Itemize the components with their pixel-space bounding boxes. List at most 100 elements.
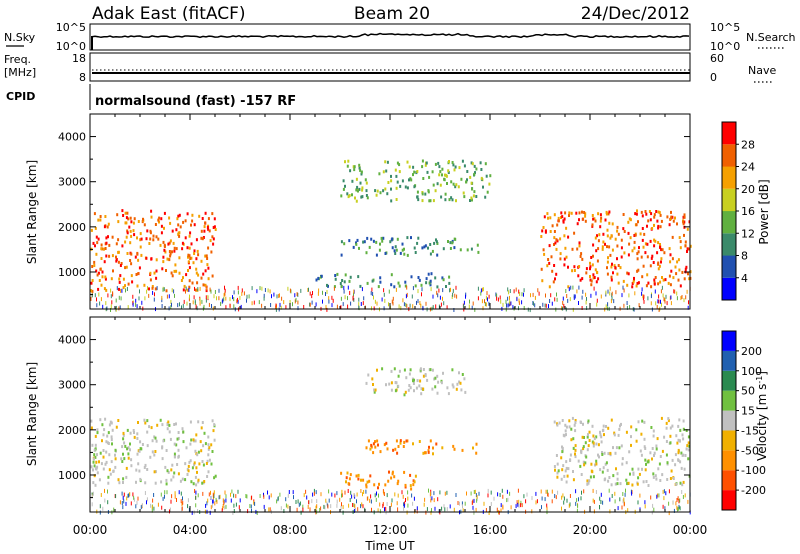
echo-cell [372,451,375,455]
speckle-cell [130,501,132,506]
echo-cell [602,428,605,432]
echo-cell [566,474,569,478]
echo-cell [382,189,385,193]
speckle-cell [656,305,658,309]
speckle-cell [551,301,553,306]
echo-cell [431,387,434,391]
speckle-cell [537,288,539,293]
speckle-cell [243,291,245,296]
speckle-cell [352,503,354,507]
echo-cell [93,264,96,267]
speckle-cell [383,292,385,297]
echo-cell [398,284,401,288]
speckle-cell [367,496,369,501]
echo-cell [342,187,345,191]
speckle-cell [309,507,311,512]
echo-cell [397,479,400,483]
echo-cell [106,434,109,438]
echo-cell [145,256,148,260]
echo-cell [181,247,184,251]
echo-cell [90,426,93,430]
speckle-cell [135,504,137,509]
echo-cell [475,451,478,455]
echo-cell [640,210,643,214]
speckle-cell [637,500,639,505]
echo-cell [200,449,203,453]
echo-cell [556,475,559,479]
speckle-cell [390,502,392,507]
echo-cell [173,423,176,426]
speckle-cell [581,490,582,495]
speckle-cell [485,302,487,307]
speckle-cell [562,296,564,301]
colorbar-swatch [722,430,736,451]
echo-cell [447,240,449,243]
echo-cell [563,257,566,261]
echo-cell [139,477,142,481]
power-y-label: Slant Range [km] [25,160,39,264]
speckle-cell [376,491,377,496]
echo-cell [188,246,191,250]
echo-cell [354,196,356,200]
echo-cell [374,189,377,193]
speckle-cell [541,505,542,510]
echo-cell [424,192,427,196]
echo-cell [166,423,169,427]
echo-cell [207,470,210,474]
speckle-cell [102,506,104,511]
y-tick-label: 4000 [58,131,86,144]
speckle-cell [535,491,537,496]
echo-cell [145,237,148,241]
echo-cell [636,282,639,285]
speckle-cell [151,508,153,513]
speckle-cell [628,293,630,298]
speckle-cell [406,285,408,290]
echo-cell [482,185,484,189]
speckle-cell [208,492,210,497]
echo-cell [553,420,556,424]
echo-cell [345,480,347,484]
echo-cell [551,224,554,228]
echo-cell [582,445,585,449]
echo-cell [184,236,187,240]
speckle-cell [654,289,656,294]
echo-cell [402,445,405,448]
echo-cell [602,240,605,244]
echo-cell [410,275,413,279]
speckle-cell [224,288,226,293]
echo-cell [590,256,593,259]
echo-cell [565,425,568,429]
speckle-cell [322,299,323,304]
speckle-cell [401,490,403,495]
echo-cell [398,163,401,167]
echo-cell [213,225,216,229]
echo-cell [580,252,583,256]
echo-cell [427,272,430,276]
speckle-cell [428,488,429,493]
speckle-cell [403,503,405,508]
echo-cell [101,275,104,279]
echo-cell [93,474,96,478]
echo-cell [587,481,590,485]
speckle-cell [210,495,212,500]
speckle-cell [663,489,665,494]
echo-cell [152,238,155,242]
echo-cell [146,229,149,233]
echo-cell [189,420,192,424]
speckle-cell [581,295,583,300]
echo-cell [567,285,570,289]
speckle-cell [256,289,258,294]
echo-cell [488,182,491,186]
speckle-cell [263,504,265,509]
echo-cell [115,255,117,259]
echo-cell [209,239,212,243]
speckle-cell [516,500,518,505]
echo-cell [638,472,641,476]
speckle-cell [561,306,563,311]
echo-cell [189,231,192,235]
echo-cell [387,181,390,184]
echo-cell [664,278,667,282]
speckle-cell [549,299,551,303]
speckle-cell [371,507,372,512]
echo-cell [637,281,640,285]
